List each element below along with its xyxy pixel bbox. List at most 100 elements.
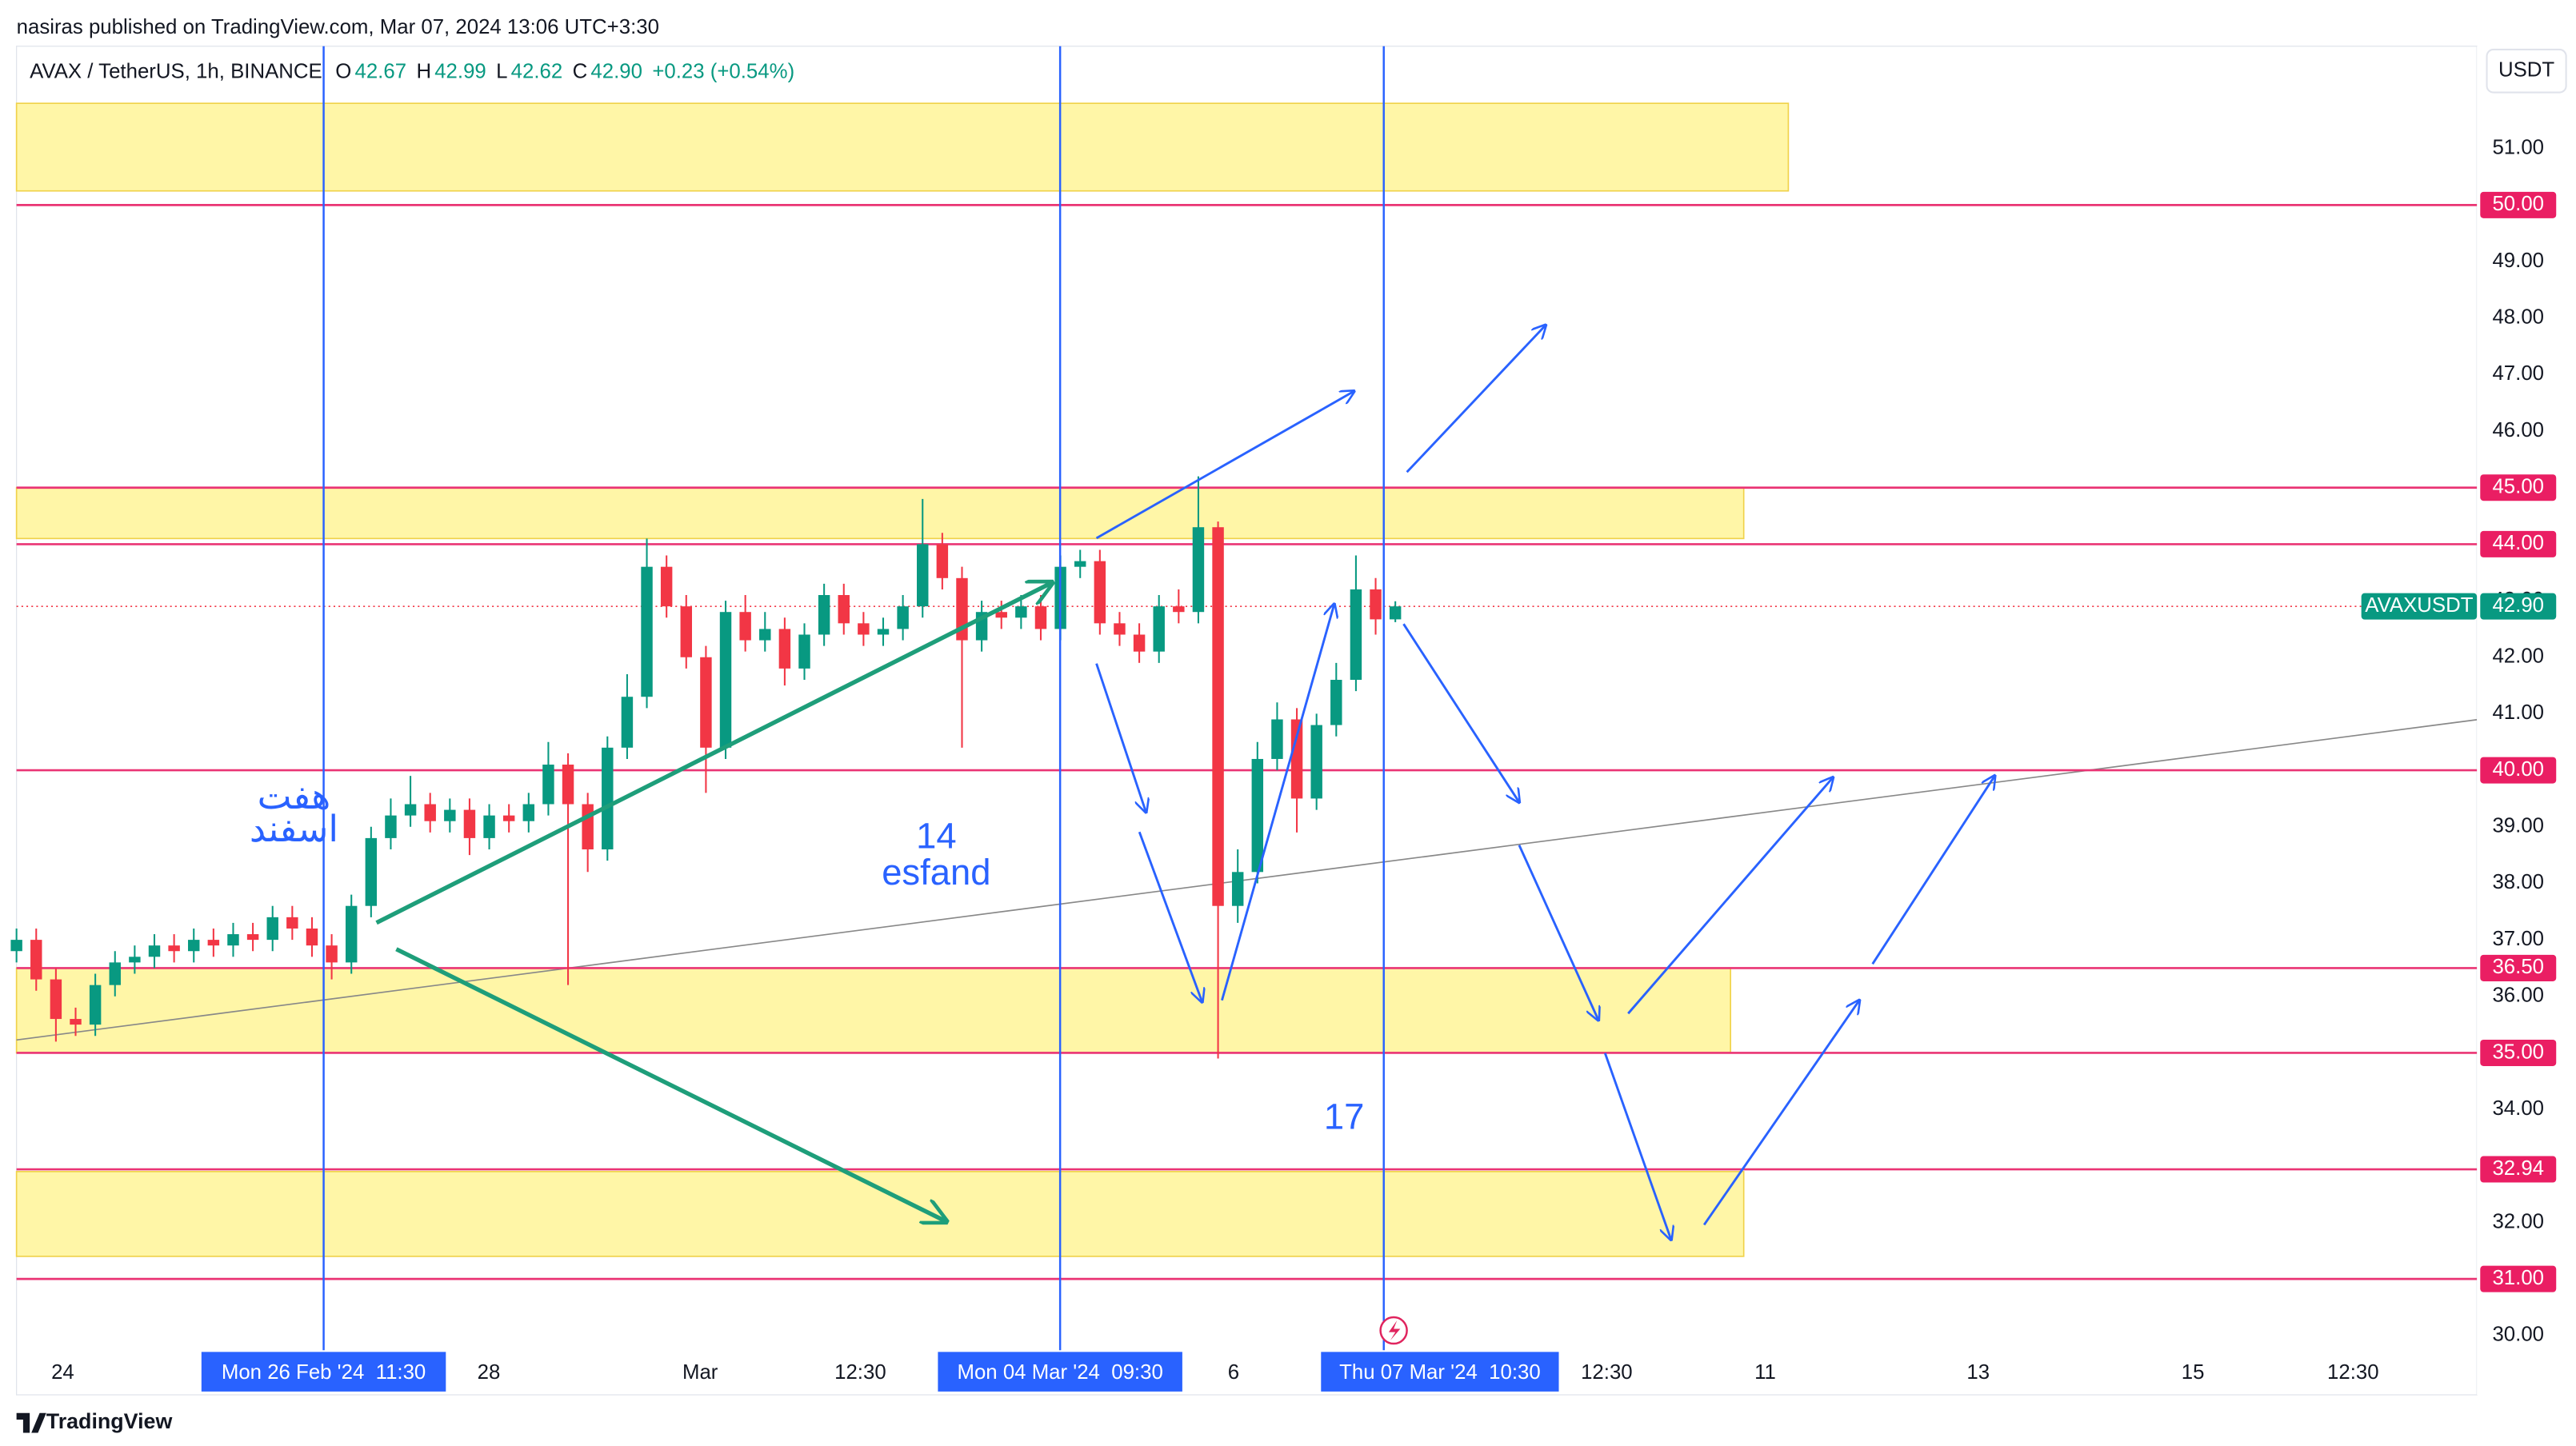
arrow — [1871, 776, 1995, 965]
candle-body — [1231, 872, 1244, 906]
x-tick-label: 28 — [478, 1361, 501, 1384]
date-marker-label: Thu 07 Mar '24 10:30 — [1339, 1361, 1541, 1384]
annotation: اسفند — [250, 809, 338, 849]
candle-body — [1350, 589, 1362, 681]
candle-body — [444, 809, 456, 821]
candle-body — [168, 945, 180, 952]
candle-body — [1114, 623, 1126, 635]
price-line-label: 50.00 — [2492, 193, 2544, 215]
x-tick-label: 6 — [1228, 1361, 1239, 1384]
currency[interactable]: USDT — [2498, 59, 2554, 82]
x-axis: 24 28 Mar 12:30 6 12:30 11 13 15 12:30 Mon 26 Feb … — [51, 1352, 2379, 1392]
candle-body — [385, 815, 397, 838]
y-tick-label: 47.00 — [2492, 362, 2544, 385]
candle-body — [483, 815, 495, 838]
candle-body — [1271, 719, 1283, 759]
candle-body — [109, 962, 121, 985]
candle-body — [1015, 606, 1027, 618]
x-tick-label: 12:30 — [834, 1361, 886, 1384]
price-line-tag — [2480, 757, 2557, 784]
candle-body — [660, 566, 673, 607]
ohlc-value: 42.90 — [590, 61, 642, 83]
date-marker-label: Mon 26 Feb '24 11:30 — [222, 1361, 426, 1384]
candle-body — [1290, 719, 1303, 799]
y-tick-label: 30.00 — [2492, 1324, 2544, 1346]
candle-body — [877, 629, 890, 635]
candles — [10, 476, 1402, 1059]
arrow — [1627, 777, 1833, 1015]
ohlc-key: O — [335, 61, 351, 83]
x-tick-label: 13 — [1966, 1361, 1990, 1384]
arrow — [1603, 1053, 1671, 1240]
ohlc-value: 42.62 — [511, 61, 563, 83]
candle-body — [542, 765, 554, 805]
candle-body — [700, 657, 712, 748]
y-tick-label: 36.00 — [2492, 985, 2544, 1007]
arrow — [395, 947, 946, 1222]
x-tick-label: 12:30 — [2327, 1361, 2379, 1384]
candle-body — [306, 928, 318, 946]
y-tick-label: 32.00 — [2492, 1210, 2544, 1232]
price-lines — [16, 204, 2484, 1280]
candle-body — [1094, 561, 1106, 624]
candle-body — [680, 606, 693, 657]
candle-body — [404, 804, 417, 816]
candle-body — [89, 985, 102, 1025]
price-line-label: 36.50 — [2492, 956, 2544, 978]
price-line-label: 44.00 — [2492, 532, 2544, 554]
date-marker-tag — [938, 1352, 1182, 1392]
footer-logo-text: TradingView — [46, 1409, 173, 1433]
y-tick-label: 48.00 — [2492, 306, 2544, 329]
date-marker-label: Mon 04 Mar '24 09:30 — [957, 1361, 1162, 1384]
arrow — [1138, 831, 1202, 1002]
annotation: هفت — [258, 776, 330, 817]
y-tick-label: 46.00 — [2492, 419, 2544, 441]
arrow — [375, 583, 1052, 925]
x-tick-label: 11 — [1754, 1361, 1776, 1384]
annotation: 14 — [916, 815, 957, 856]
symbol: AVAX / TetherUS, 1h, BINANCE — [30, 61, 322, 83]
ohlc-value: 42.99 — [434, 61, 486, 83]
footer-logo — [16, 1412, 46, 1433]
currency-box[interactable] — [2486, 48, 2567, 94]
price-line-tag — [2480, 954, 2557, 981]
y-tick-label: 34.00 — [2492, 1097, 2544, 1120]
candle-body — [10, 940, 22, 952]
arrow — [1406, 326, 1546, 473]
candle-body — [522, 804, 535, 821]
candle-body — [739, 612, 751, 641]
price-line-tag — [2480, 1265, 2557, 1292]
candle-body — [778, 629, 791, 669]
trend-line — [16, 719, 2478, 1041]
candle-body — [838, 595, 850, 624]
candle-body — [286, 917, 298, 929]
candle-body — [70, 1019, 82, 1025]
candle-body — [50, 979, 62, 1020]
candle-body — [502, 815, 515, 821]
blue-verticals — [322, 46, 1385, 1351]
candle-body — [266, 917, 278, 941]
arrow — [1402, 623, 1518, 802]
candle-body — [1310, 725, 1322, 799]
price-line-label: 31.00 — [2492, 1267, 2544, 1289]
y-tick-label: 51.00 — [2492, 137, 2544, 159]
change: +0.23 (+0.54%) — [652, 61, 794, 83]
candle-body — [148, 945, 161, 957]
arrow — [1095, 391, 1354, 540]
candle-body — [858, 623, 870, 635]
candle-body — [798, 634, 810, 669]
candle-body — [463, 809, 476, 838]
date-marker-tag — [1321, 1352, 1559, 1392]
green-arrows — [375, 583, 1052, 1222]
price-line-tag — [2480, 530, 2557, 557]
price-line-label: 32.94 — [2492, 1157, 2544, 1180]
y-tick-label: 39.00 — [2492, 815, 2544, 837]
candle-body — [1133, 634, 1146, 652]
candle-body — [129, 957, 141, 963]
ohlc-key: H — [416, 61, 431, 83]
price-line-tag — [2480, 191, 2557, 218]
candle-body — [424, 804, 436, 821]
candle-body — [246, 934, 259, 941]
